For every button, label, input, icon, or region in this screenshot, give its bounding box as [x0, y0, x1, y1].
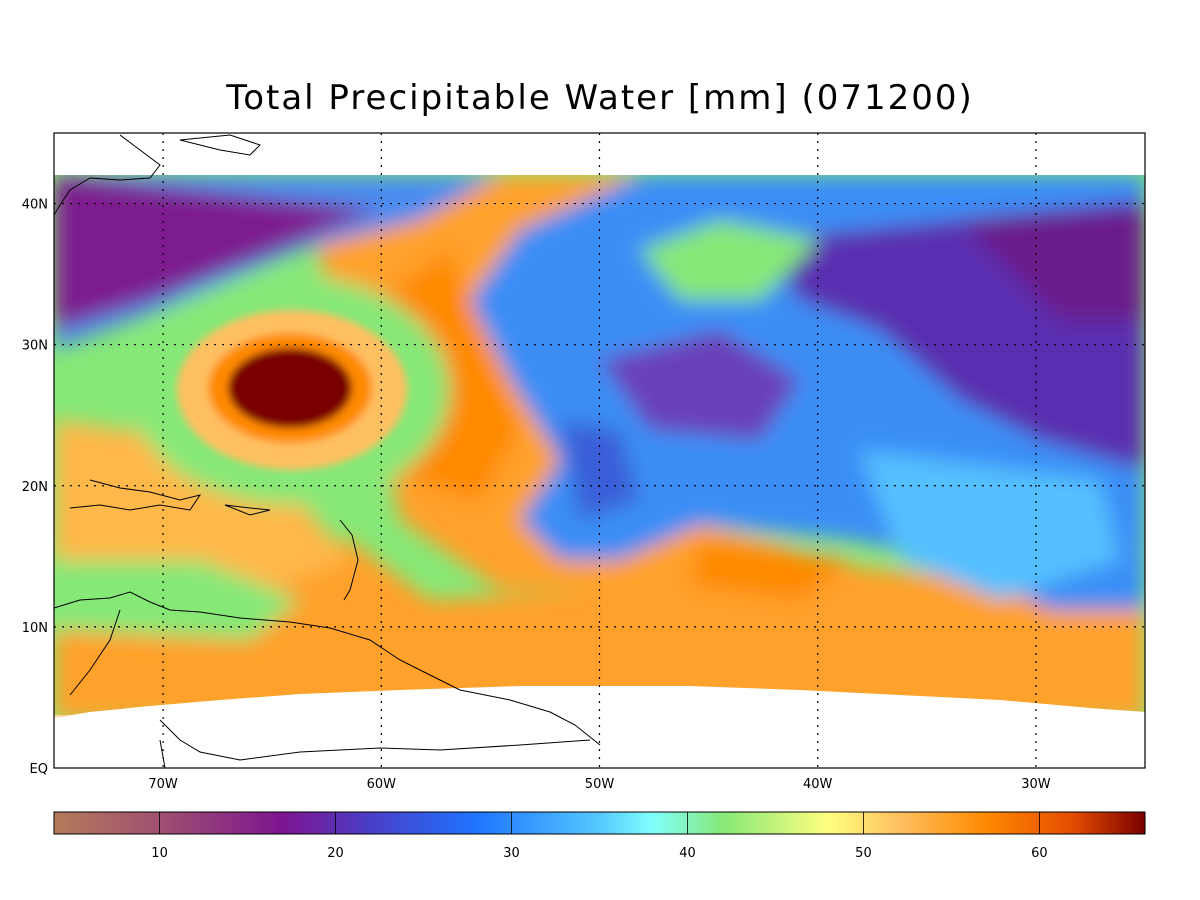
longitude-labels: 70W 60W 50W 40W 30W — [148, 777, 1050, 792]
coastlines — [53, 134, 601, 769]
hurricane-eye — [177, 310, 407, 470]
lat-tick-label: 10N — [22, 621, 48, 636]
latitude-labels: EQ 10N 20N 30N 40N — [22, 198, 48, 777]
lat-tick-label: 40N — [22, 198, 48, 213]
lon-tick-label: 30W — [1021, 777, 1051, 792]
chart-title: Total Precipitable Water [mm] (071200) — [226, 78, 974, 118]
map-frame — [53, 132, 1146, 769]
lon-tick-label: 40W — [803, 777, 833, 792]
lat-tick-label: EQ — [30, 762, 48, 777]
lon-tick-label: 60W — [367, 777, 397, 792]
lat-lon-grid — [54, 133, 1145, 768]
precipitable-water-field — [54, 133, 1145, 768]
lon-tick-label: 50W — [585, 777, 615, 792]
lat-tick-label: 20N — [22, 480, 48, 495]
lat-tick-label: 30N — [22, 339, 48, 354]
lon-tick-label: 70W — [148, 777, 178, 792]
